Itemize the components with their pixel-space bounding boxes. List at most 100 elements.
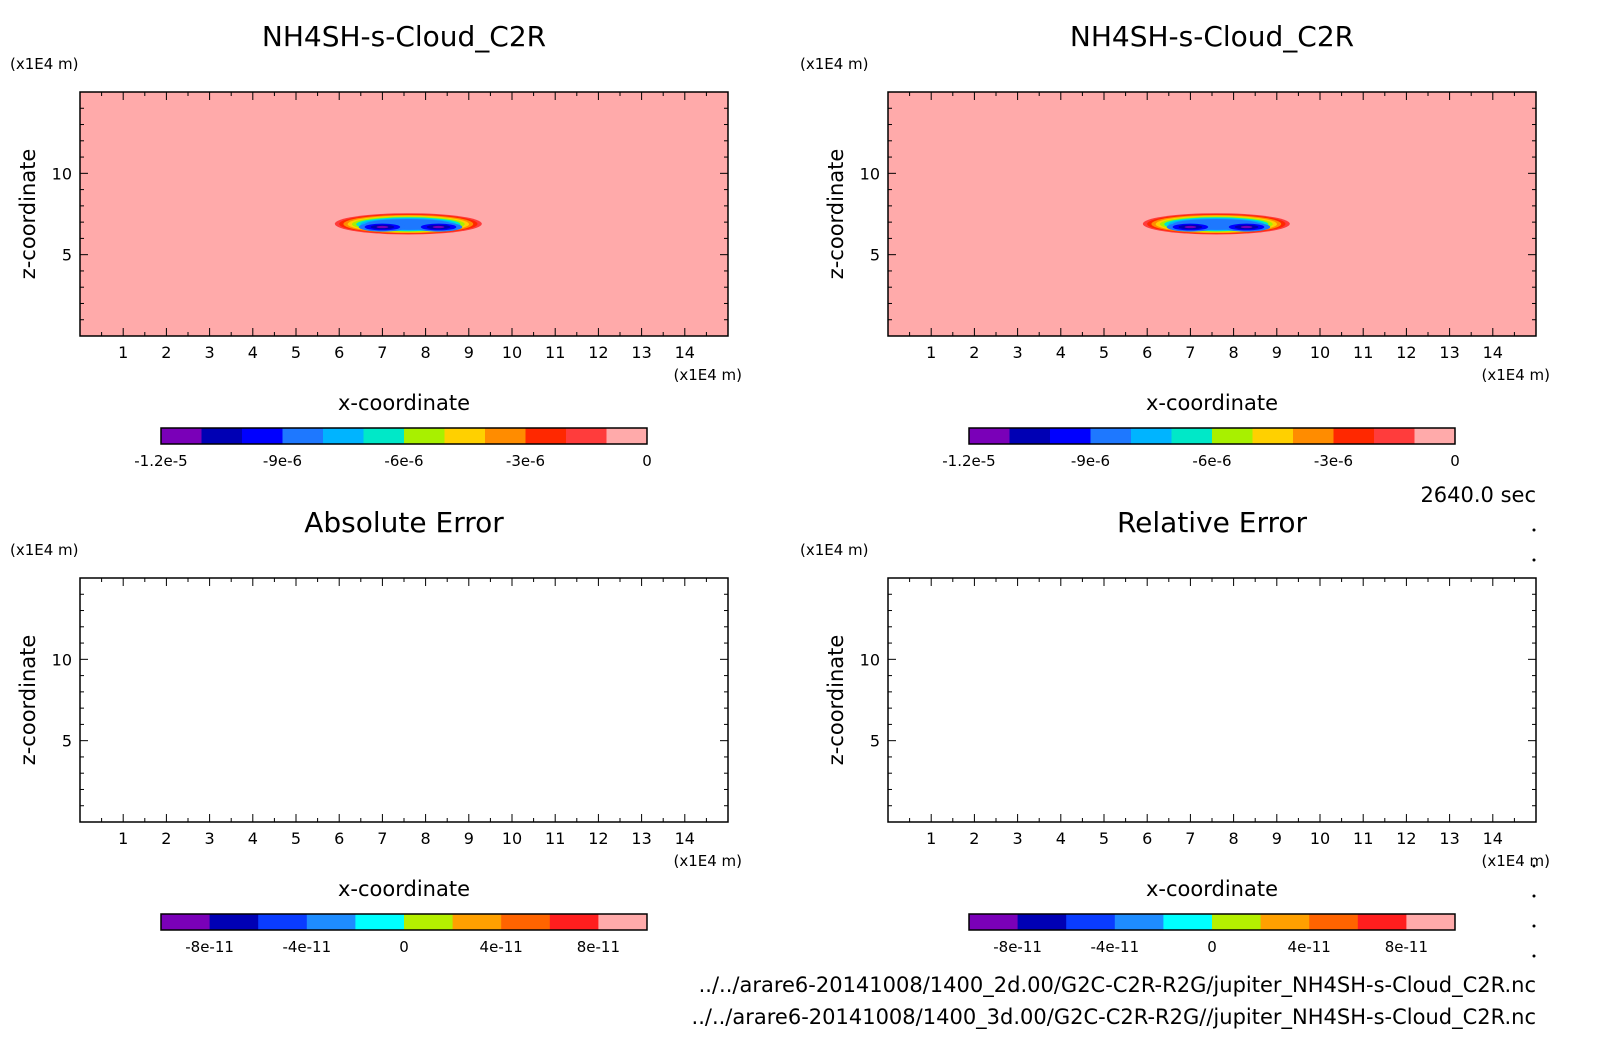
colorbar-tick-label: -1.2e-5 (942, 452, 995, 470)
x-tick-label: 7 (377, 343, 387, 362)
y-tick-label: 10 (52, 164, 72, 183)
panel-title: NH4SH-s-Cloud_C2R (262, 20, 546, 53)
colorbar-tick-label: 8e-11 (1385, 938, 1428, 956)
x-tick-label: 13 (1439, 343, 1459, 362)
colorbar-swatch (404, 428, 445, 444)
colorbar: -8e-11 -4e-11 0 4e-11 8e-11 (968, 913, 1456, 956)
colorbar-swatch (525, 428, 567, 444)
x-tick-label: 3 (1013, 829, 1023, 848)
x-tick-label: 4 (248, 343, 258, 362)
panel-absolute-error: Absolute Error (x1E4 m) 1 2 3 4 5 6 7 8 9 10 11 12 1… (10, 506, 742, 956)
colorbar-swatch (1406, 914, 1456, 930)
x-tick-label: 13 (631, 343, 651, 362)
contour-core (376, 225, 389, 229)
colorbar-swatch (1252, 428, 1294, 444)
colorbar-tick-label: 0 (399, 938, 409, 956)
x-tick-label: 9 (1272, 343, 1282, 362)
x-tick-label: 3 (1013, 343, 1023, 362)
plot-area (888, 578, 1536, 822)
y-tick-label: 10 (860, 650, 880, 669)
colorbar-swatch (1090, 428, 1132, 444)
colorbar-swatch (452, 914, 502, 930)
colorbar-swatch (355, 914, 405, 930)
x-tick-label: 2 (161, 343, 171, 362)
plot-area (80, 578, 728, 822)
colorbar-tick-label: -1.2e-5 (134, 452, 187, 470)
x-axis-title: x-coordinate (1146, 877, 1278, 901)
contour-core (1240, 225, 1253, 229)
colorbar-swatch (242, 428, 283, 444)
colorbar-swatch (258, 914, 308, 930)
colorbar: -8e-11 -4e-11 0 4e-11 8e-11 (160, 913, 648, 956)
colorbar-swatch (1050, 428, 1091, 444)
y-axis-title: z-coordinate (824, 149, 848, 280)
colorbar-swatch (1017, 914, 1067, 930)
colorbar-swatch (1171, 428, 1213, 444)
panel-relative-error: Relative Error (x1E4 m) 1 2 3 4 5 6 7 8 9 10 11 12 1… (800, 506, 1550, 956)
x-tick-label: 6 (1142, 829, 1152, 848)
x-tick-label: 8 (421, 829, 431, 848)
colorbar-swatch (209, 914, 259, 930)
y-tick-label: 5 (62, 732, 72, 751)
colorbar-swatch (549, 914, 599, 930)
y-tick-label: 5 (870, 732, 880, 751)
colorbar-swatch (323, 428, 364, 444)
y-unit-label: (x1E4 m) (800, 55, 869, 73)
x-tick-label: 13 (1439, 829, 1459, 848)
colorbar-swatch (485, 428, 526, 444)
colorbar-swatch (1212, 428, 1253, 444)
colorbar-swatch (969, 428, 1010, 444)
colorbar-frame (160, 913, 648, 931)
x-tick-label: 2 (161, 829, 171, 848)
file-path-2: ../../arare6-20141008/1400_3d.00/G2C-C2R… (692, 1005, 1536, 1030)
x-unit-label: (x1E4 m) (673, 366, 742, 384)
colorbar-swatch (161, 428, 202, 444)
x-tick-label: 8 (1229, 829, 1239, 848)
x-tick-label: 4 (1056, 829, 1066, 848)
colorbar-swatch (1009, 428, 1051, 444)
colorbar-swatch (161, 914, 211, 930)
x-unit-label: (x1E4 m) (1481, 366, 1550, 384)
x-tick-label: 9 (464, 343, 474, 362)
x-tick-label: 12 (588, 343, 608, 362)
colorbar-swatch (501, 914, 551, 930)
colorbar-tick-label: 0 (1207, 938, 1217, 956)
colorbar-tick-label: 4e-11 (1288, 938, 1331, 956)
panel-cloud-right: NH4SH-s-Cloud_C2R (x1E4 m) 1 2 3 4 5 6 7 8 9 10 11… (800, 20, 1550, 470)
colorbar-swatch (1333, 428, 1375, 444)
colorbar-tick-label: 0 (1450, 452, 1460, 470)
colorbar-swatch (566, 428, 607, 444)
x-tick-label: 8 (421, 343, 431, 362)
colorbar-swatch (1212, 914, 1262, 930)
y-axis-title: z-coordinate (824, 635, 848, 766)
colorbar-frame (968, 427, 1456, 445)
x-tick-label: 2 (969, 829, 979, 848)
panel-cloud-left: NH4SH-s-Cloud_C2R (x1E4 m) 1 2 3 4 5 6 7 8 9 10 11… (10, 20, 742, 470)
colorbar-swatch (1131, 428, 1172, 444)
colorbar-swatch (1260, 914, 1310, 930)
colorbar-swatch (598, 914, 648, 930)
colorbar-swatch (1414, 428, 1456, 444)
x-tick-label: 10 (1310, 829, 1330, 848)
colorbar-tick-label: -4e-11 (282, 938, 331, 956)
colorbar-swatch (1374, 428, 1415, 444)
colorbar-tick-label: 0 (642, 452, 652, 470)
x-tick-label: 6 (334, 343, 344, 362)
colorbar-swatch (969, 914, 1019, 930)
colorbar-swatch (1357, 914, 1407, 930)
x-tick-label: 11 (1353, 343, 1373, 362)
y-unit-label: (x1E4 m) (800, 541, 869, 559)
x-tick-label: 12 (1396, 343, 1416, 362)
x-tick-label: 7 (1185, 829, 1195, 848)
colorbar-tick-label: 4e-11 (480, 938, 523, 956)
x-tick-label: 7 (377, 829, 387, 848)
panel-title: NH4SH-s-Cloud_C2R (1070, 20, 1354, 53)
colorbar-tick-label: -6e-6 (1192, 452, 1231, 470)
panel-title: Absolute Error (304, 506, 504, 539)
y-unit-label: (x1E4 m) (10, 541, 79, 559)
colorbar-tick-label: -9e-6 (1071, 452, 1110, 470)
x-tick-label: 3 (205, 829, 215, 848)
